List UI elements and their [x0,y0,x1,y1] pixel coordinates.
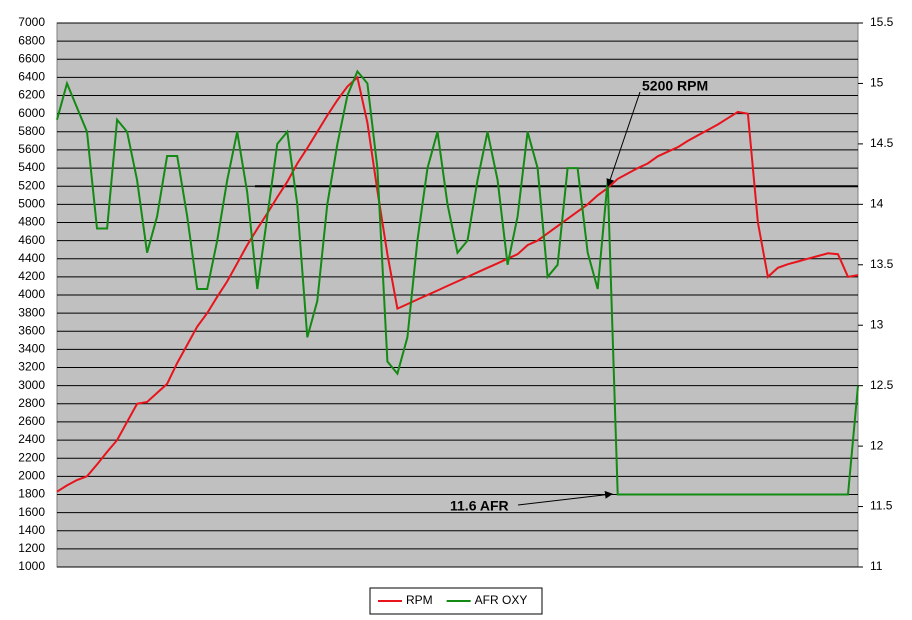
annotation-arrow [517,490,613,506]
series-line [56,75,859,493]
y-tick-label: 4600 [18,233,45,247]
y-tick-label: 3000 [18,378,45,392]
y2-tick-label: 11.5 [870,499,893,513]
y-tick-label: 1800 [18,487,45,501]
y-tick-label: 1000 [18,559,45,573]
y-tick-label: 5200 [18,178,45,192]
annotation: 5200 RPM [642,78,708,94]
y-tick-label: 1200 [18,541,45,555]
y-tick-label: 3800 [18,305,45,319]
y2-tick-label: 12.5 [870,378,894,392]
y2-tick-label: 12 [870,438,884,452]
y-tick-label: 4200 [18,269,45,283]
y-tick-label: 1400 [18,523,45,537]
y-tick-label: 6400 [18,70,45,84]
y-tick-label: 4800 [18,215,45,229]
legend-label: AFR OXY [475,593,528,607]
y-tick-label: 7000 [18,15,45,29]
annotation: 11.6 AFR [450,498,509,514]
y-tick-label: 2600 [18,414,45,428]
y2-tick-label: 14.5 [870,136,894,150]
y-tick-label: 5000 [18,197,45,211]
y-tick-label: 4400 [18,251,45,265]
y-tick-label: 3200 [18,360,45,374]
y-tick-label: 2400 [18,432,45,446]
y2-tick-label: 11 [870,559,883,573]
y2-tick-label: 13.5 [870,257,894,271]
y-tick-label: 6800 [18,33,45,47]
y-tick-label: 3400 [18,342,45,356]
y-tick-label: 6000 [18,106,45,120]
legend-label: RPM [406,593,433,607]
series-line [56,69,859,496]
annotation-arrow [606,91,641,187]
y-tick-label: 1600 [18,505,45,519]
y-tick-label: 3600 [18,323,45,337]
y-tick-label: 2800 [18,396,45,410]
y-tick-label: 4000 [18,287,45,301]
y-tick-label: 6200 [18,88,45,102]
y2-tick-label: 14 [870,197,884,211]
y-tick-label: 5600 [18,142,45,156]
y-tick-label: 5400 [18,160,45,174]
y-tick-label: 6600 [18,51,45,65]
y-tick-label: 2000 [18,469,45,483]
y-tick-label: 5800 [18,124,45,138]
y2-tick-label: 15 [870,76,884,90]
y-tick-label: 2200 [18,450,45,464]
y2-tick-label: 13 [870,317,884,331]
y2-tick-label: 15.5 [870,15,894,29]
